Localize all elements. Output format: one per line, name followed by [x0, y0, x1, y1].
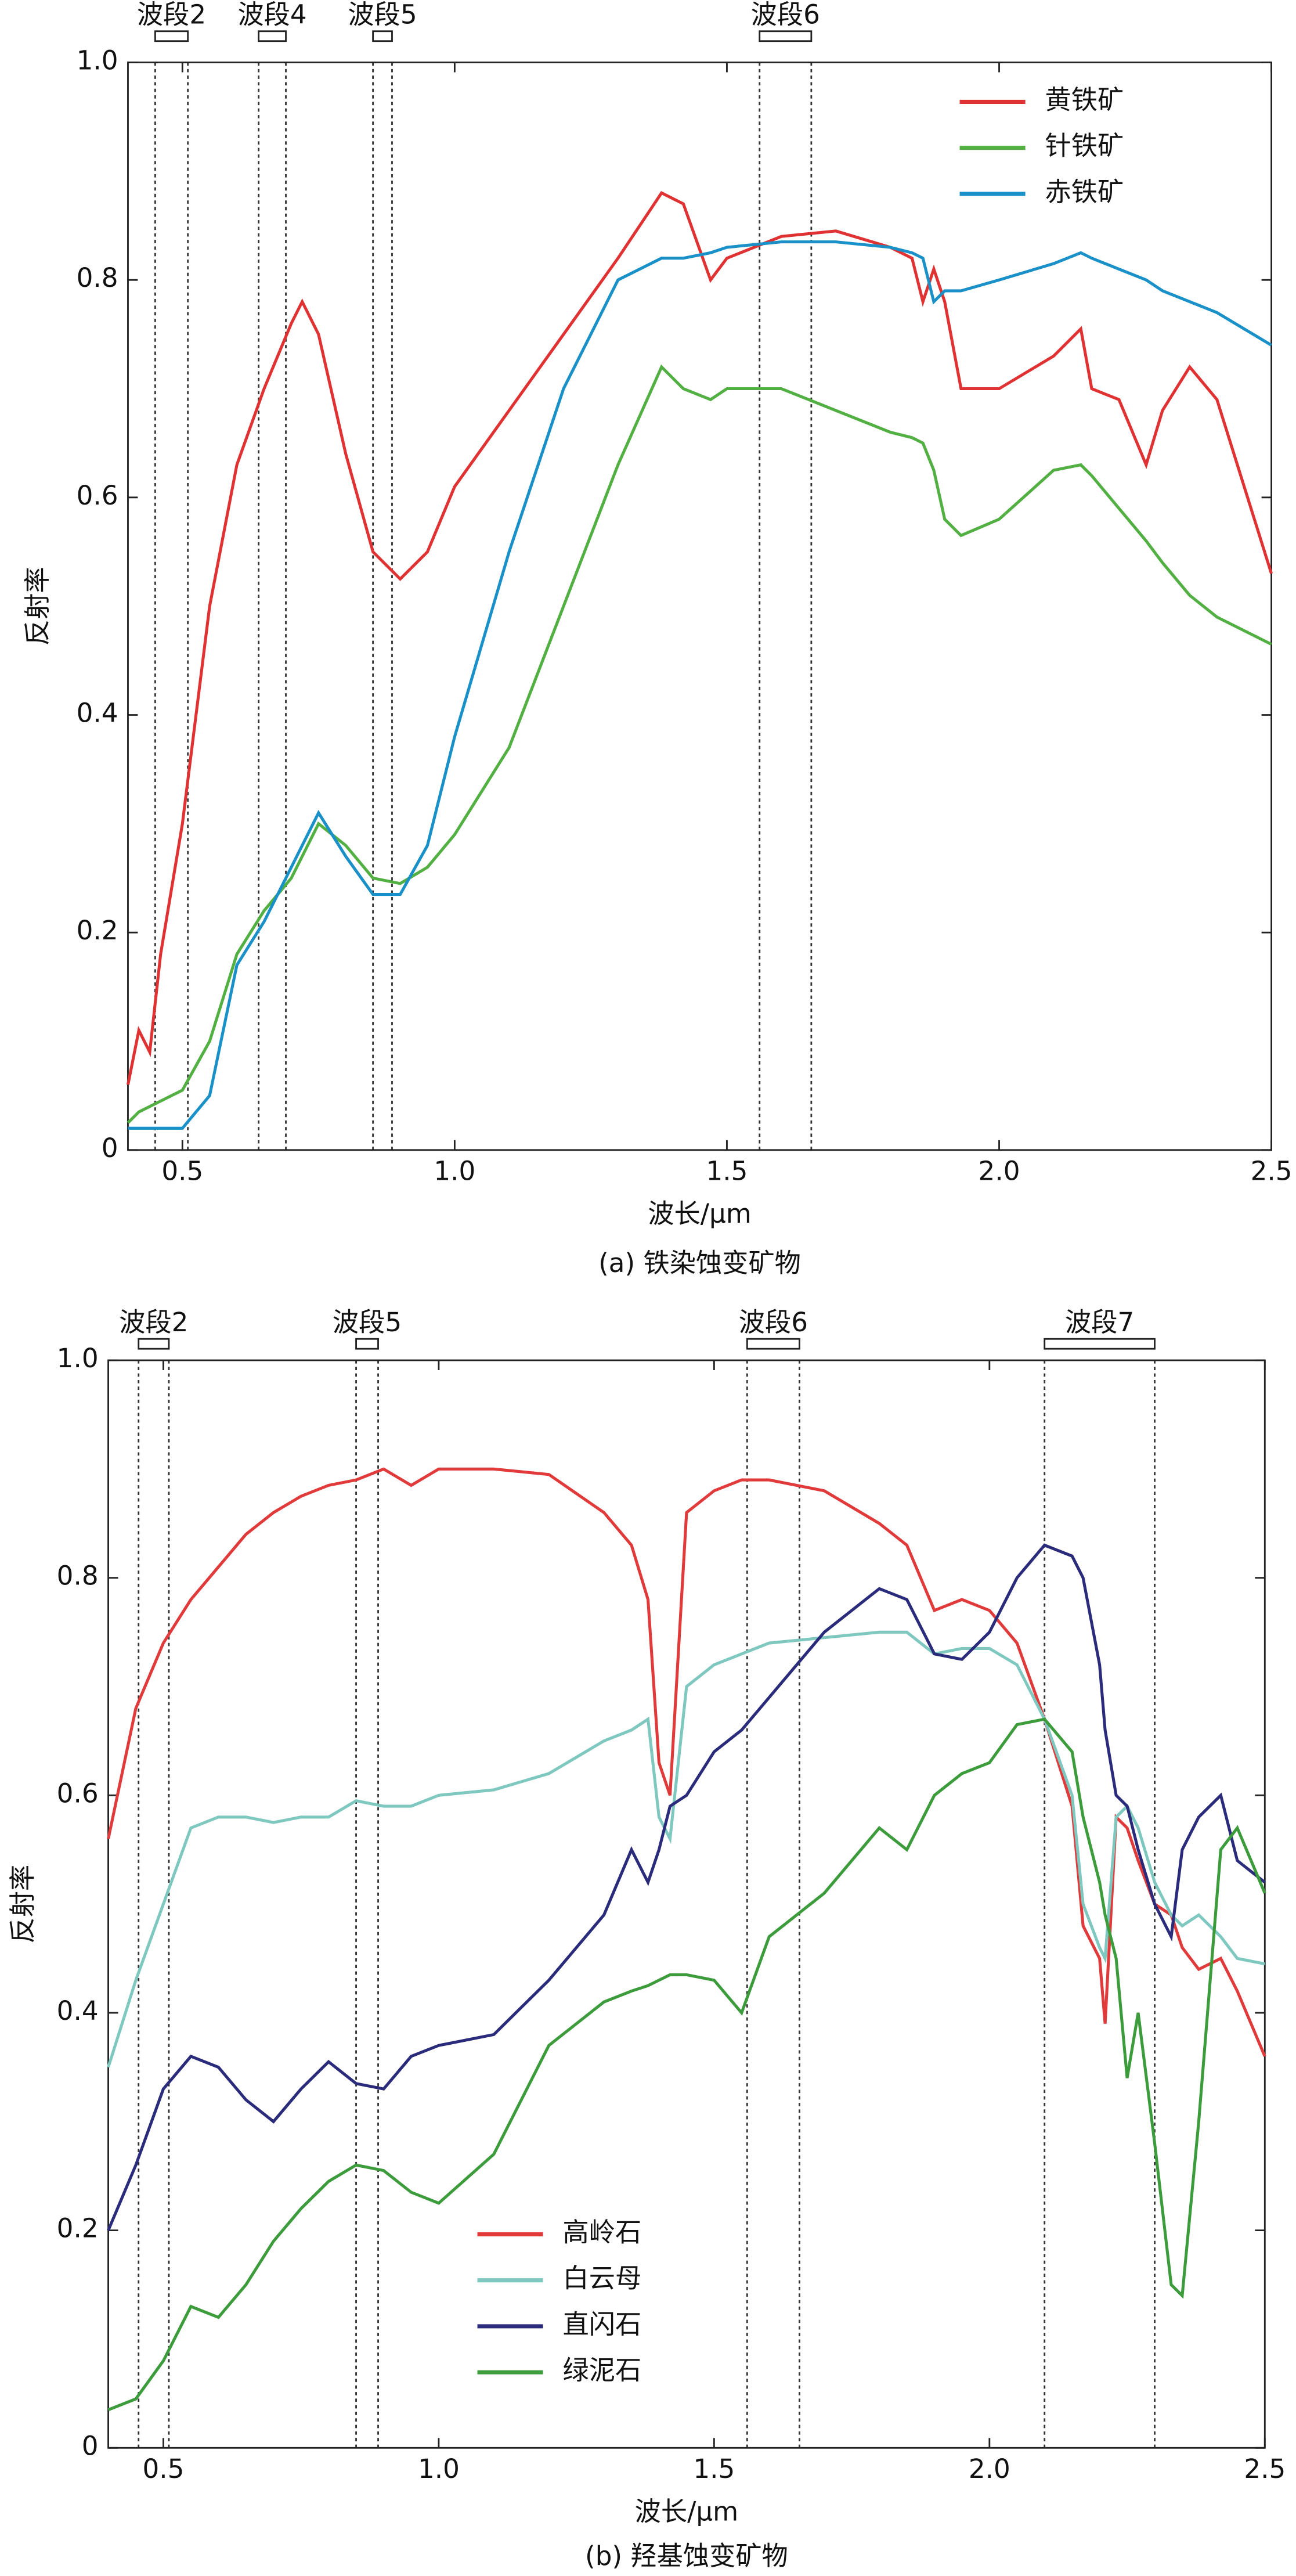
- legend-label: 黄铁矿: [1045, 84, 1124, 115]
- legend-label: 绿泥石: [563, 2355, 642, 2386]
- x-tick-label: 2.5: [1251, 1155, 1293, 1186]
- x-tick-label: 1.5: [706, 1155, 748, 1186]
- band-box: [258, 30, 287, 42]
- x-tick-label: 1.5: [693, 2453, 735, 2484]
- x-tick-label: 2.0: [969, 2453, 1010, 2484]
- band-box: [154, 30, 189, 42]
- spectrum-line: [107, 1543, 1266, 2231]
- caption: (a) 铁染蚀变矿物: [598, 1248, 801, 1278]
- y-tick-label: 0: [82, 2430, 99, 2461]
- legend-label: 赤铁矿: [1045, 176, 1124, 207]
- legend-label: 针铁矿: [1045, 131, 1124, 161]
- band-label: 波段2: [137, 0, 206, 30]
- x-tick-label: 1.0: [434, 1155, 475, 1186]
- y-tick-label: 0.6: [57, 1778, 99, 1808]
- spectrum-line: [107, 1467, 1266, 2057]
- x-tick-label: 1.0: [418, 2453, 460, 2484]
- y-tick-label: 0.4: [77, 697, 118, 728]
- x-axis-label: 波长/μm: [635, 2496, 739, 2527]
- caption: (b) 羟基蚀变矿物: [585, 2541, 788, 2571]
- spectrum-line: [127, 364, 1272, 1124]
- band-box: [1044, 1338, 1156, 1350]
- y-tick-label: 1.0: [57, 1343, 99, 1374]
- y-tick-label: 0: [102, 1133, 118, 1163]
- y-tick-label: 0.8: [57, 1561, 99, 1591]
- spectrum-line: [107, 1630, 1265, 2068]
- band-box: [138, 1338, 170, 1350]
- y-tick-label: 0.4: [57, 1995, 99, 2026]
- spectrum-line: [126, 191, 1273, 1085]
- spectrum-line: [107, 1717, 1266, 2412]
- y-tick-label: 0.2: [77, 915, 118, 946]
- x-tick-label: 0.5: [142, 2453, 184, 2484]
- legend-label: 白云母: [563, 2263, 642, 2294]
- band-label: 波段5: [348, 0, 417, 30]
- y-tick-label: 1.0: [77, 45, 118, 76]
- y-axis-label: 反射率: [7, 1865, 38, 1944]
- x-tick-label: 0.5: [161, 1155, 203, 1186]
- band-label: 波段6: [751, 0, 820, 30]
- band-box: [746, 1338, 800, 1350]
- y-tick-label: 0.8: [77, 262, 118, 293]
- y-tick-label: 0.2: [57, 2213, 99, 2244]
- band-label: 波段5: [333, 1307, 402, 1338]
- x-tick-label: 2.5: [1244, 2453, 1286, 2484]
- band-label: 波段4: [237, 0, 306, 30]
- band-label: 波段6: [739, 1307, 808, 1338]
- band-label: 波段7: [1065, 1307, 1134, 1338]
- plot-frame: [107, 1359, 1266, 2449]
- y-tick-label: 0.6: [77, 480, 118, 511]
- legend-label: 直闪石: [563, 2309, 642, 2340]
- y-axis-label: 反射率: [22, 567, 53, 646]
- band-box: [355, 1338, 379, 1350]
- x-axis-label: 波长/μm: [648, 1198, 752, 1229]
- spectrum-line: [128, 240, 1272, 1130]
- band-label: 波段2: [119, 1307, 188, 1338]
- legend-label: 高岭石: [563, 2217, 642, 2247]
- band-box: [759, 30, 813, 42]
- x-tick-label: 2.0: [979, 1155, 1020, 1186]
- band-box: [372, 30, 393, 42]
- plot-frame: [127, 62, 1273, 1151]
